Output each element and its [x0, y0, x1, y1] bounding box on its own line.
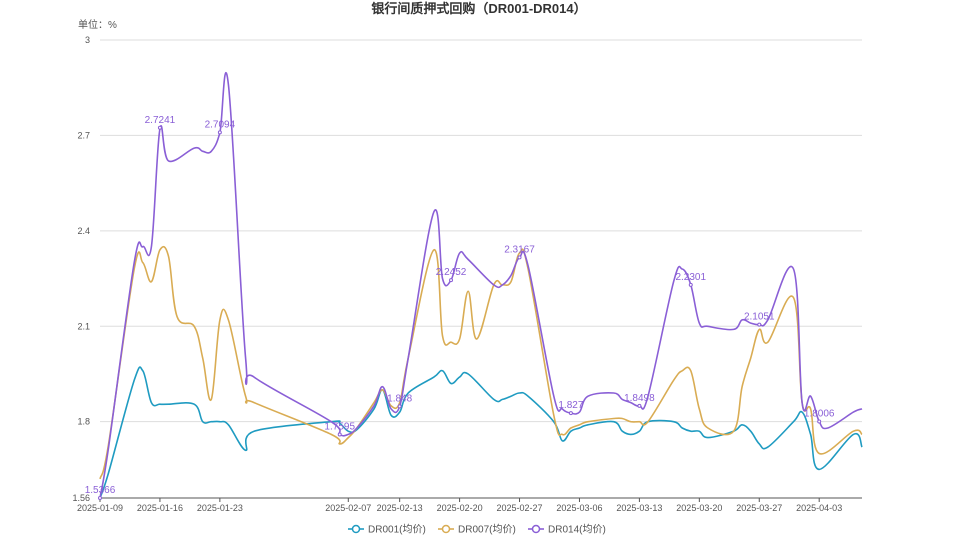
x-tick-label: 2025-03-27 — [736, 503, 782, 513]
series-line-dr014[interactable] — [99, 72, 863, 499]
y-tick-label: 2.4 — [77, 226, 90, 236]
data-point-marker — [757, 322, 762, 327]
axes: 1.56 1.8 2.1 2.4 2.7 3 2025-01-09 2025-01-16 202… — [72, 35, 862, 513]
series-lines — [99, 72, 863, 499]
data-point-marker — [157, 125, 162, 130]
unit-label: 单位：% — [78, 18, 117, 31]
legend-marker-icon — [441, 524, 451, 534]
legend-item[interactable]: DR001(均价) — [348, 524, 426, 536]
x-tick-label: 2025-04-03 — [796, 503, 842, 513]
data-label: 1.5366 — [85, 485, 116, 496]
data-point-marker — [397, 404, 402, 409]
legend-item[interactable]: DR007(均价) — [438, 524, 516, 536]
x-tick-label: 2025-03-06 — [556, 503, 602, 513]
gridlines — [100, 39, 862, 423]
y-tick-label: 1.56 — [72, 493, 90, 503]
legend-label: DR007(均价) — [458, 524, 516, 536]
legend-label: DR001(均价) — [368, 524, 426, 536]
data-point-marker — [637, 403, 642, 408]
data-point-marker — [337, 432, 342, 437]
data-label: 2.1051 — [744, 312, 775, 323]
legend-marker-icon — [351, 524, 361, 534]
chart-title: 银行间质押式回购（DR001-DR014） — [371, 1, 586, 16]
x-tick-label: 2025-02-27 — [497, 503, 543, 513]
x-tick-label: 2025-02-07 — [325, 503, 371, 513]
data-point-marker — [217, 130, 222, 135]
x-tick-label: 2025-03-13 — [616, 503, 662, 513]
x-tick-label: 2025-02-13 — [377, 503, 423, 513]
data-label: 1.7595 — [324, 422, 355, 433]
legend-label: DR014(均价) — [548, 524, 606, 536]
data-label: 2.2301 — [675, 272, 706, 283]
data-label: 2.7094 — [205, 119, 236, 130]
data-label: 2.2452 — [436, 267, 467, 278]
data-label: 2.7241 — [145, 115, 176, 126]
data-point-marker — [517, 255, 522, 260]
data-label: 1.848 — [387, 393, 412, 404]
x-tick-label: 2025-02-20 — [437, 503, 483, 513]
series-line-dr001[interactable] — [99, 366, 863, 499]
x-tick-label: 2025-01-09 — [77, 503, 123, 513]
y-tick-label: 2.7 — [77, 130, 90, 140]
x-tick-label: 2025-01-23 — [197, 503, 243, 513]
data-point-marker — [449, 278, 454, 283]
x-tick-label: 2025-01-16 — [137, 503, 183, 513]
x-tick-label: 2025-03-20 — [676, 503, 722, 513]
series-line-dr007[interactable] — [99, 245, 863, 480]
data-label: 1.8006 — [804, 408, 835, 419]
data-label: 1.8498 — [624, 393, 655, 404]
legend-item[interactable]: DR014(均价) — [528, 524, 606, 536]
y-tick-label: 2.1 — [77, 321, 90, 331]
data-point-marker — [817, 419, 822, 424]
legend[interactable]: DR001(均价) DR007(均价) DR014(均价) — [348, 524, 606, 536]
y-tick-label: 3 — [85, 35, 90, 45]
y-tick-label: 1.8 — [77, 417, 90, 427]
data-point-marker — [568, 411, 573, 416]
data-point-marker — [688, 282, 693, 287]
legend-marker-icon — [531, 524, 541, 534]
data-labels: 1.5366 2.7241 2.7094 1.7595 1.848 2.2452 2.316… — [85, 115, 835, 500]
data-label: 1.827 — [558, 400, 583, 411]
data-label: 2.3167 — [504, 244, 535, 255]
data-point-marker — [98, 496, 102, 500]
